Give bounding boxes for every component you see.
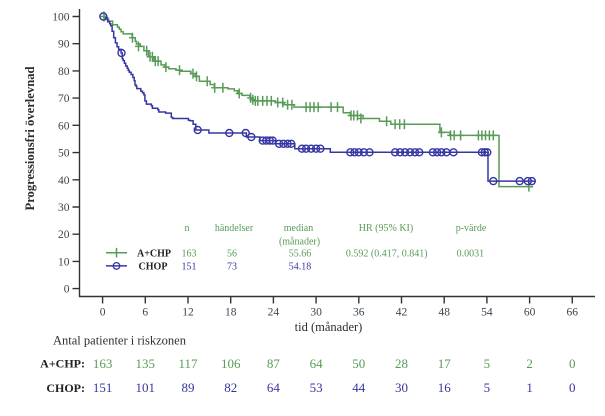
svg-text:30: 30 (58, 202, 70, 214)
svg-text:73: 73 (227, 262, 237, 273)
svg-text:100: 100 (52, 12, 70, 24)
svg-text:A+CHP:: A+CHP: (40, 357, 85, 371)
svg-text:0: 0 (569, 356, 576, 371)
svg-text:44: 44 (352, 380, 366, 395)
svg-text:5: 5 (484, 380, 491, 395)
svg-text:CHOP:: CHOP: (46, 381, 85, 395)
svg-text:n: n (185, 223, 190, 234)
svg-text:64: 64 (310, 356, 324, 371)
svg-text:82: 82 (224, 380, 237, 395)
svg-text:(månader): (månader) (279, 237, 320, 248)
svg-text:28: 28 (395, 356, 408, 371)
svg-text:60: 60 (58, 120, 70, 132)
svg-text:163: 163 (93, 356, 113, 371)
svg-text:median: median (284, 223, 313, 234)
svg-text:50: 50 (352, 356, 365, 371)
svg-text:56: 56 (227, 249, 237, 260)
svg-text:50: 50 (58, 148, 70, 160)
svg-text:36: 36 (353, 307, 365, 319)
svg-text:0.592 (0.417, 0.841): 0.592 (0.417, 0.841) (346, 249, 428, 260)
svg-text:10: 10 (58, 256, 70, 268)
svg-text:händelser: händelser (215, 223, 254, 234)
svg-text:Progressionsfri överlevnad: Progressionsfri överlevnad (23, 67, 37, 211)
svg-text:0.0031: 0.0031 (457, 249, 485, 260)
svg-text:53: 53 (310, 380, 323, 395)
svg-text:30: 30 (395, 380, 408, 395)
svg-text:16: 16 (438, 380, 452, 395)
svg-text:0: 0 (64, 284, 70, 296)
svg-text:89: 89 (182, 380, 195, 395)
svg-text:90: 90 (58, 39, 70, 51)
svg-text:54.18: 54.18 (289, 262, 312, 273)
svg-text:117: 117 (178, 356, 198, 371)
svg-text:60: 60 (524, 307, 536, 319)
svg-text:p-värde: p-värde (456, 223, 487, 234)
svg-text:A+CHP: A+CHP (137, 249, 171, 260)
svg-text:80: 80 (58, 66, 70, 78)
svg-text:6: 6 (142, 307, 148, 319)
svg-text:48: 48 (438, 307, 450, 319)
svg-text:18: 18 (225, 307, 237, 319)
svg-text:101: 101 (136, 380, 156, 395)
svg-text:55.66: 55.66 (289, 249, 312, 260)
svg-text:HR (95% KI): HR (95% KI) (359, 223, 413, 234)
svg-text:54: 54 (481, 307, 493, 319)
svg-text:0: 0 (100, 307, 106, 319)
svg-text:24: 24 (268, 307, 280, 319)
svg-text:70: 70 (58, 93, 70, 105)
svg-text:17: 17 (438, 356, 452, 371)
svg-text:2: 2 (526, 356, 533, 371)
svg-text:87: 87 (267, 356, 281, 371)
svg-text:30: 30 (310, 307, 322, 319)
svg-text:151: 151 (93, 380, 113, 395)
svg-text:163: 163 (182, 249, 197, 260)
svg-text:CHOP: CHOP (139, 262, 168, 273)
svg-text:tid (månader): tid (månader) (295, 320, 363, 334)
svg-text:5: 5 (484, 356, 491, 371)
svg-text:20: 20 (58, 229, 70, 241)
svg-text:40: 40 (58, 175, 70, 187)
svg-text:66: 66 (567, 307, 579, 319)
svg-text:64: 64 (267, 380, 281, 395)
svg-text:0: 0 (569, 380, 576, 395)
svg-text:Antal patienter i riskzonen: Antal patienter i riskzonen (53, 334, 187, 348)
svg-text:106: 106 (221, 356, 241, 371)
svg-text:42: 42 (396, 307, 408, 319)
svg-text:1: 1 (526, 380, 533, 395)
svg-text:151: 151 (182, 262, 197, 273)
svg-text:12: 12 (182, 307, 194, 319)
svg-text:135: 135 (136, 356, 156, 371)
